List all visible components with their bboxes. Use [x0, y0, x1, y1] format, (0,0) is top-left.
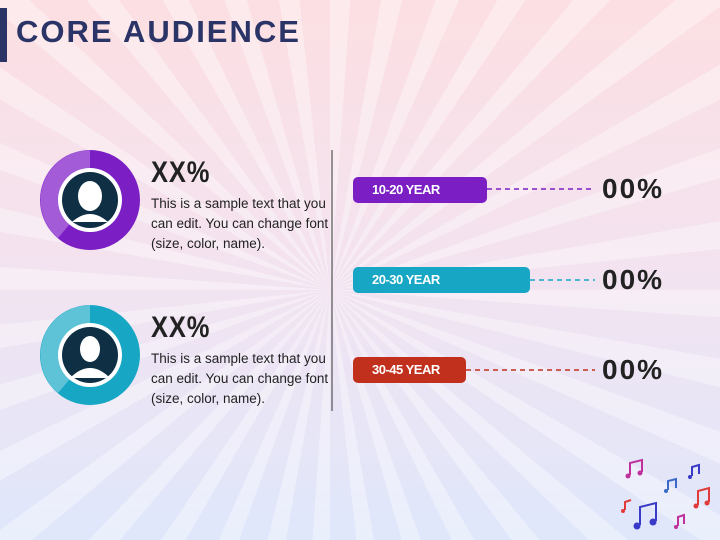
profile-stat: XX% — [151, 156, 211, 189]
age-value: 00% — [602, 264, 665, 295]
title: CORE AUDIENCE — [16, 14, 301, 49]
avatar-female — [40, 150, 140, 250]
profile-text: This is a sample text that you can edit.… — [151, 351, 329, 406]
title-accent — [0, 8, 7, 62]
profile-text: This is a sample text that you can edit.… — [151, 196, 329, 251]
age-bar: 10-20 YEAR — [353, 177, 487, 203]
avatar-male — [40, 305, 140, 405]
age-value: 00% — [602, 354, 665, 385]
age-bar: 30-45 YEAR — [353, 357, 466, 383]
profile-stat: XX% — [151, 311, 211, 344]
music-notes — [621, 458, 710, 530]
age-bar: 20-30 YEAR — [353, 267, 530, 293]
age-value: 00% — [602, 173, 665, 204]
